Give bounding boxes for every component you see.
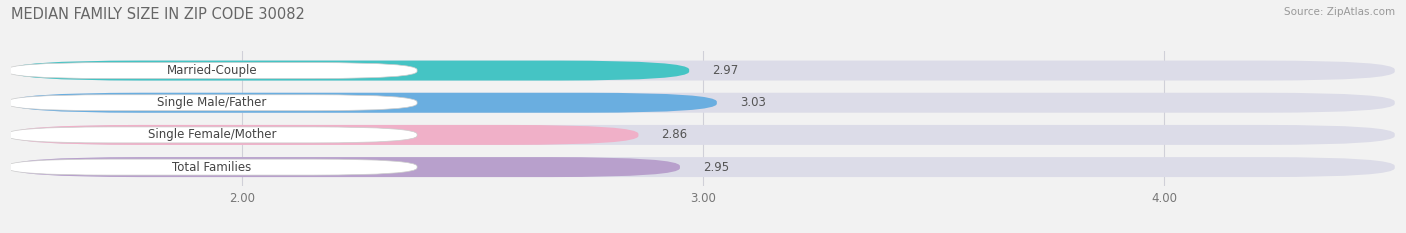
Text: Total Families: Total Families: [172, 161, 252, 174]
Text: Single Male/Father: Single Male/Father: [157, 96, 267, 109]
Text: 2.97: 2.97: [713, 64, 738, 77]
Text: Married-Couple: Married-Couple: [166, 64, 257, 77]
FancyBboxPatch shape: [11, 93, 717, 113]
Text: Single Female/Mother: Single Female/Mother: [148, 128, 276, 141]
FancyBboxPatch shape: [11, 125, 1395, 145]
Text: 2.95: 2.95: [703, 161, 730, 174]
FancyBboxPatch shape: [11, 157, 681, 177]
Text: Source: ZipAtlas.com: Source: ZipAtlas.com: [1284, 7, 1395, 17]
FancyBboxPatch shape: [7, 95, 418, 111]
FancyBboxPatch shape: [11, 61, 689, 81]
Text: 3.03: 3.03: [740, 96, 766, 109]
FancyBboxPatch shape: [11, 157, 1395, 177]
Text: MEDIAN FAMILY SIZE IN ZIP CODE 30082: MEDIAN FAMILY SIZE IN ZIP CODE 30082: [11, 7, 305, 22]
FancyBboxPatch shape: [7, 159, 418, 175]
FancyBboxPatch shape: [11, 93, 1395, 113]
FancyBboxPatch shape: [11, 125, 638, 145]
FancyBboxPatch shape: [11, 61, 1395, 81]
FancyBboxPatch shape: [7, 127, 418, 143]
Text: 2.86: 2.86: [661, 128, 688, 141]
FancyBboxPatch shape: [7, 63, 418, 79]
